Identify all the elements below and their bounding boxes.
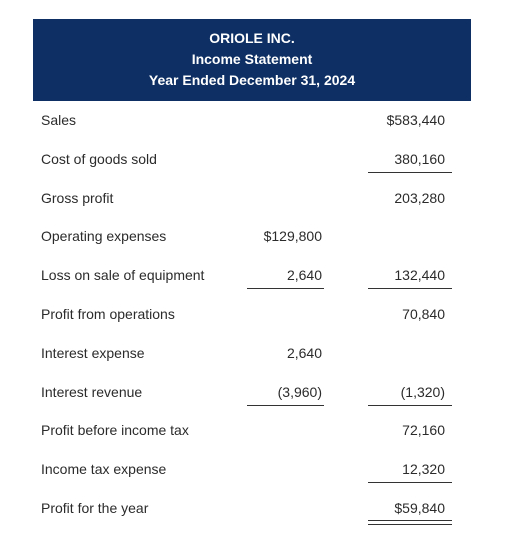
row-operating-expenses: Operating expenses $129,800 xyxy=(0,217,515,256)
detail-subtotal-rule xyxy=(247,404,324,406)
statement-header: ORIOLE INC. Income Statement Year Ended … xyxy=(33,19,471,101)
subtotal-rule xyxy=(368,482,452,484)
row-amount: (1,320) xyxy=(400,383,445,400)
row-interest-expense: Interest expense 2,640 xyxy=(0,334,515,373)
total-double-rule xyxy=(368,519,452,525)
row-label: Income tax expense xyxy=(41,461,167,478)
row-amount: $59,840 xyxy=(394,499,445,516)
row-label: Sales xyxy=(41,112,77,128)
row-profit-from-operations: Profit from operations 70,840 xyxy=(0,295,515,334)
row-cost-of-goods-sold: Cost of goods sold 380,160 xyxy=(0,140,515,179)
row-label: Operating expenses xyxy=(41,228,167,245)
row-label: Profit for the year xyxy=(41,499,149,516)
detail-subtotal-rule xyxy=(247,288,324,290)
row-amount: 380,160 xyxy=(394,150,445,167)
subtotal-rule xyxy=(368,288,452,290)
row-detail-amount: 2,640 xyxy=(286,267,322,284)
company-name: ORIOLE INC. xyxy=(209,30,295,46)
row-profit-for-the-year: Profit for the year $59,840 xyxy=(0,489,515,528)
row-amount: 70,840 xyxy=(402,305,445,322)
row-amount: 203,280 xyxy=(394,189,445,206)
row-label: Interest expense xyxy=(41,344,145,361)
statement-title: Income Statement xyxy=(191,51,313,67)
row-label: Profit before income tax xyxy=(41,422,189,439)
row-amount: 72,160 xyxy=(402,422,445,439)
row-income-tax-expense: Income tax expense 12,320 xyxy=(0,450,515,489)
row-label: Loss on sale of equipment xyxy=(41,267,205,284)
row-profit-before-tax: Profit before income tax 72,160 xyxy=(0,411,515,450)
row-detail-amount: $129,800 xyxy=(263,228,322,245)
statement-period: Year Ended December 31, 2024 xyxy=(148,72,356,88)
subtotal-rule xyxy=(368,404,452,406)
row-sales: Sales $583,440 xyxy=(0,101,515,140)
row-detail-amount: (3,960) xyxy=(277,383,322,400)
row-interest-revenue: Interest revenue (3,960) (1,320) xyxy=(0,373,515,412)
row-label: Profit from operations xyxy=(41,305,175,322)
row-amount: $583,440 xyxy=(386,112,445,128)
row-detail-amount: 2,640 xyxy=(286,344,322,361)
row-loss-on-sale: Loss on sale of equipment 2,640 132,440 xyxy=(0,256,515,295)
row-amount: 12,320 xyxy=(402,461,445,478)
row-gross-profit: Gross profit 203,280 xyxy=(0,179,515,218)
row-label: Interest revenue xyxy=(41,383,143,400)
income-statement-table: Sales $583,440 Cost of goods sold 380,16… xyxy=(0,101,515,528)
row-label: Gross profit xyxy=(41,189,114,206)
row-label: Cost of goods sold xyxy=(41,150,157,167)
row-amount: 132,440 xyxy=(394,267,445,284)
subtotal-rule xyxy=(368,171,452,173)
